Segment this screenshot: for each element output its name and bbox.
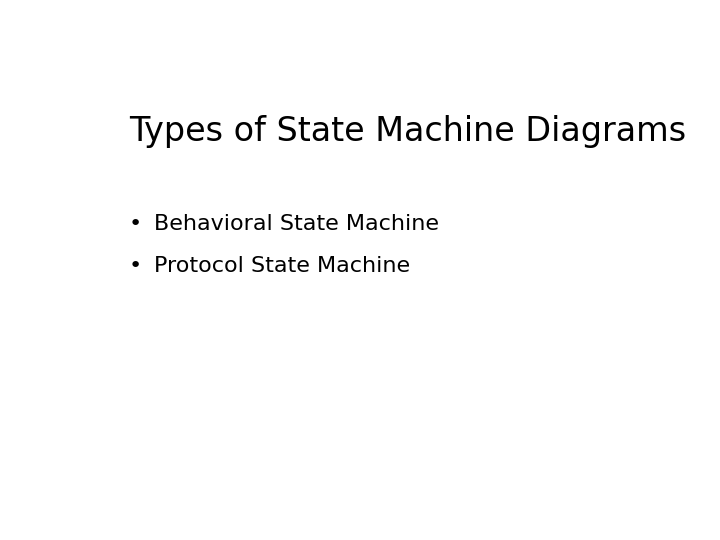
Text: Behavioral State Machine: Behavioral State Machine <box>154 214 439 234</box>
Text: •: • <box>129 214 143 234</box>
Text: •: • <box>129 256 143 276</box>
Text: Protocol State Machine: Protocol State Machine <box>154 256 410 276</box>
Text: Types of State Machine Diagrams: Types of State Machine Diagrams <box>129 114 686 148</box>
